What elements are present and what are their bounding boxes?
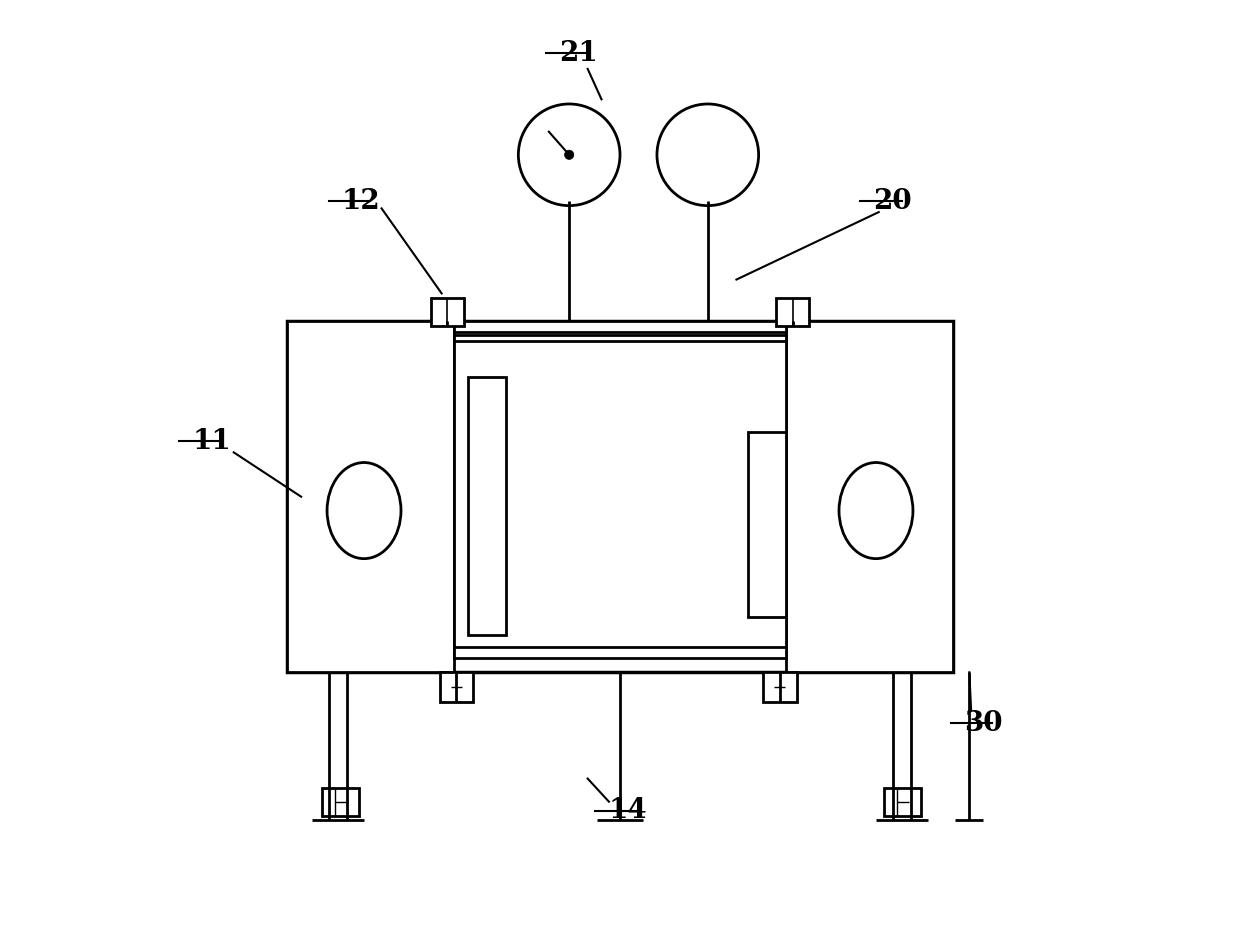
Circle shape [518,104,620,205]
Text: 12: 12 [342,188,381,215]
Bar [322,788,360,815]
Ellipse shape [327,462,401,559]
Bar [467,376,506,635]
Circle shape [564,150,574,159]
Circle shape [657,104,759,205]
Text: 20: 20 [873,188,911,215]
Bar [748,432,786,617]
Bar [440,673,474,702]
Bar [288,321,952,673]
Text: 11: 11 [192,428,231,455]
Bar [430,298,464,325]
Ellipse shape [839,462,913,559]
Bar [884,788,921,815]
Bar [454,321,786,332]
Bar [776,298,810,325]
Bar [786,321,952,673]
Bar [288,321,454,673]
Text: 21: 21 [559,39,598,67]
Bar [454,335,786,658]
Text: 30: 30 [963,710,1002,736]
Text: 14: 14 [608,797,647,825]
Bar [764,673,796,702]
